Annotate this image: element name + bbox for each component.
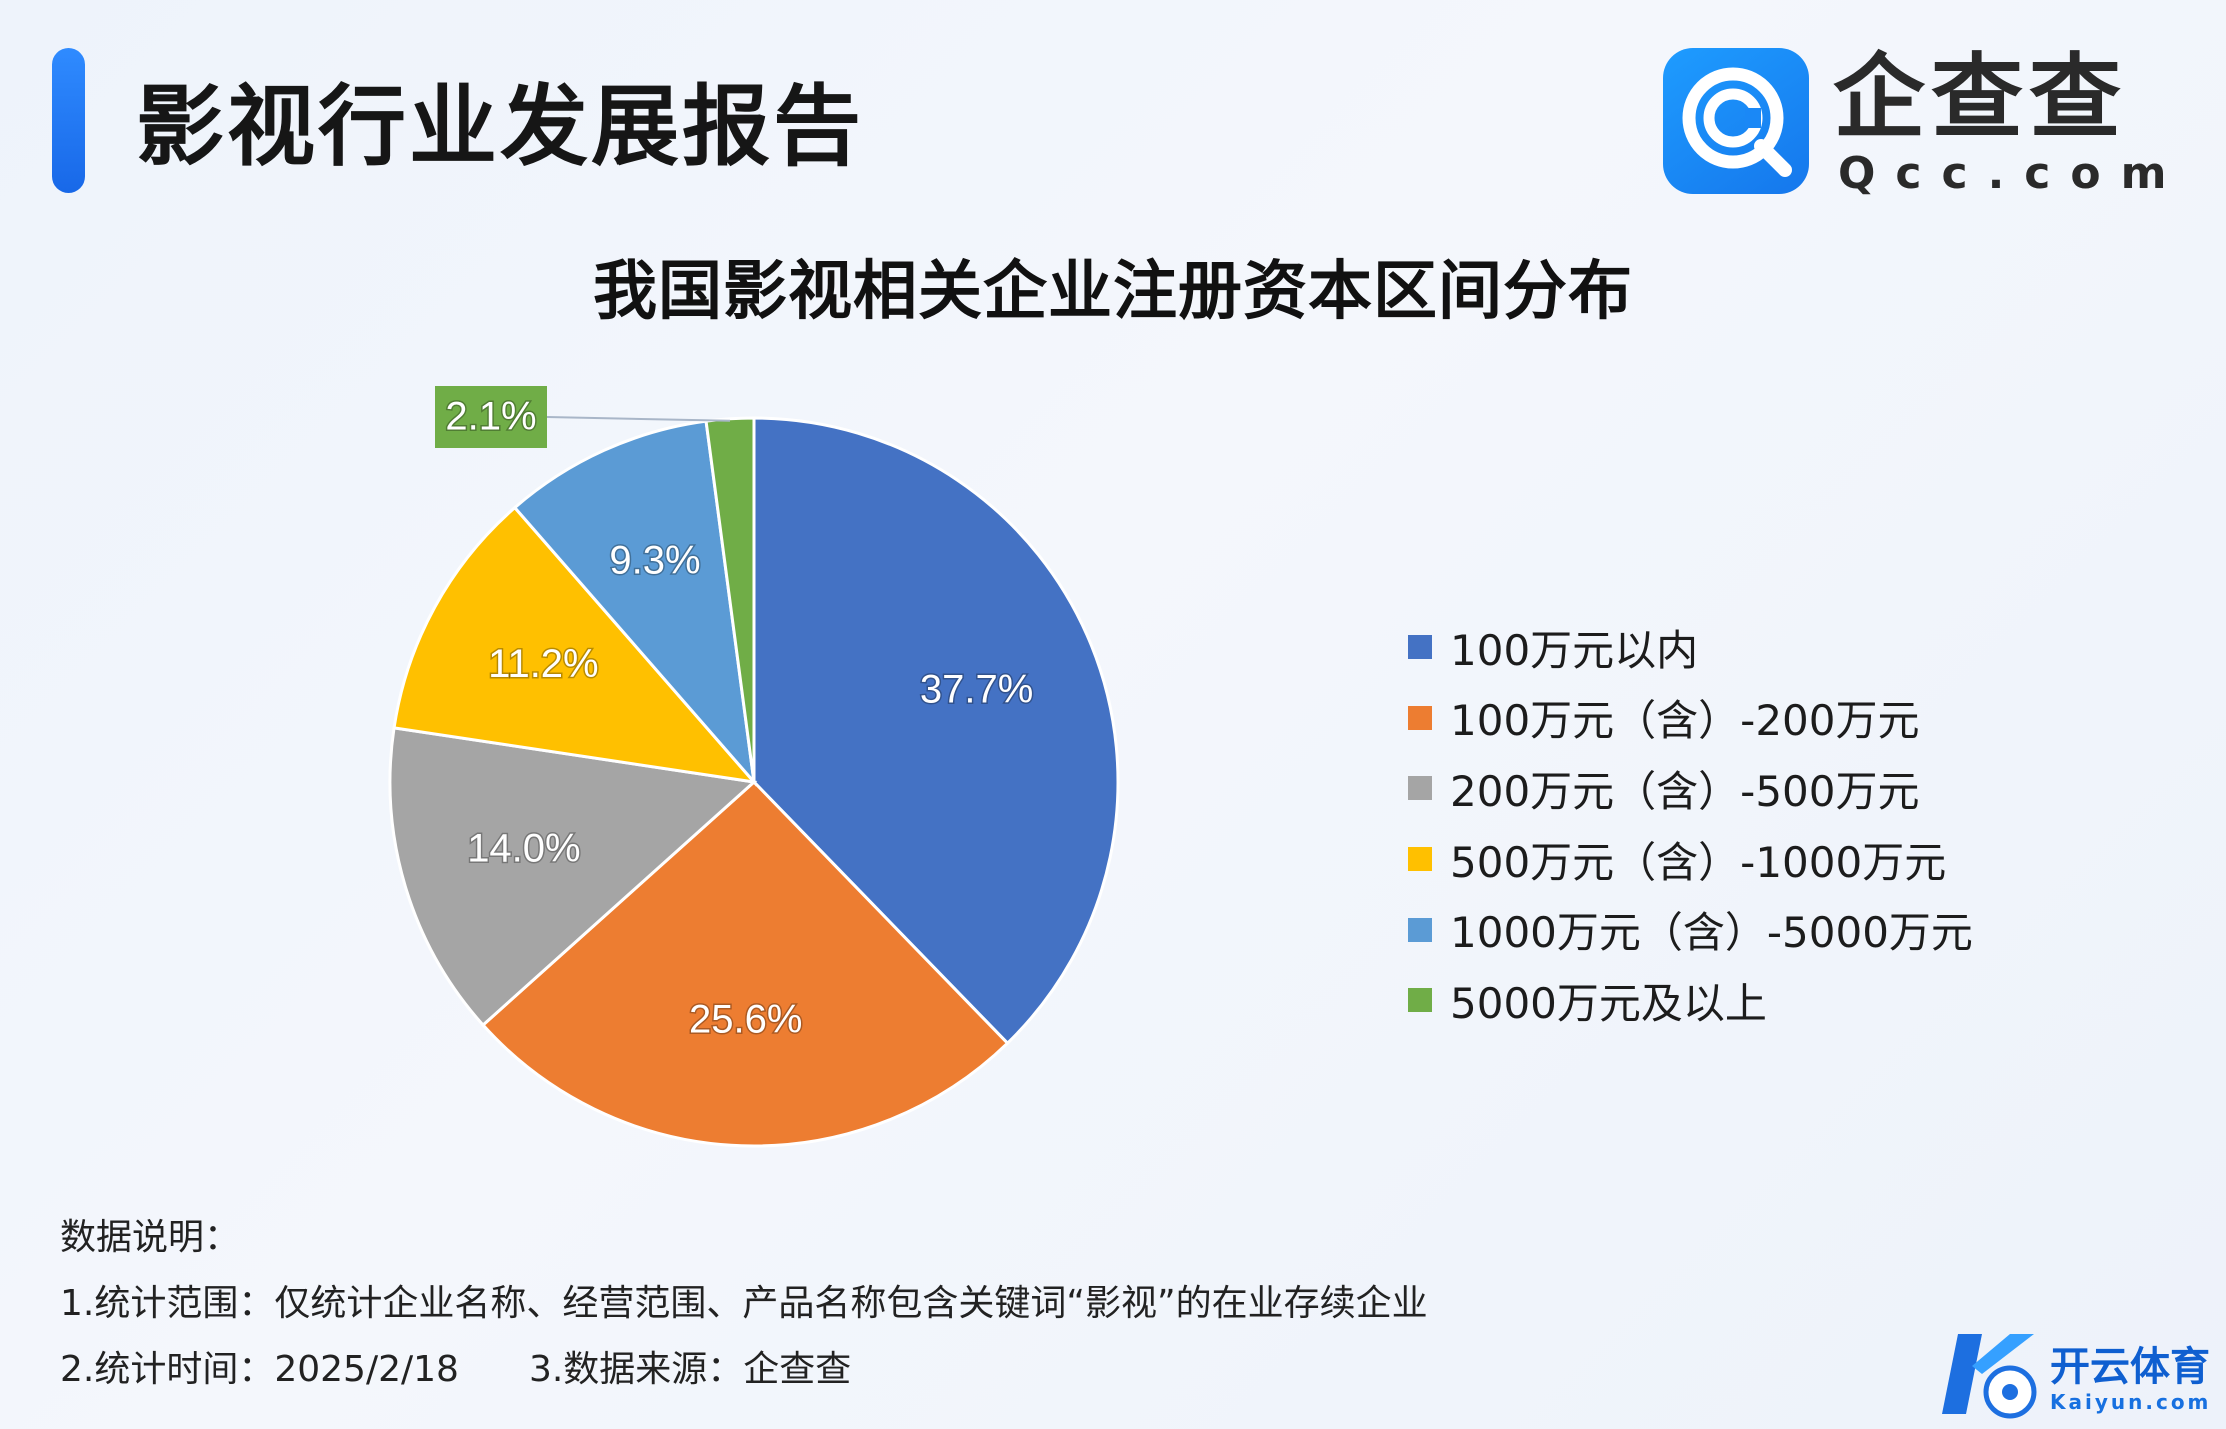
qcc-logo: 企查查 Qcc.com (1663, 44, 2166, 197)
pie-slice (512, 419, 757, 787)
legend-swatch (1408, 917, 1432, 942)
legend-item: 500万元（含）-1000万元 (1408, 824, 1973, 895)
legend-swatch (1408, 847, 1432, 872)
pie-slice-label: 14.0% (467, 826, 580, 870)
legend-label: 100万元以内 (1450, 625, 1699, 675)
pie-slice-label: 9.3% (609, 539, 700, 583)
legend-label: 500万元（含）-1000万元 (1450, 837, 1947, 887)
pie-slice-label: 25.6% (689, 998, 802, 1042)
legend-item: 5000万元及以上 (1408, 965, 1973, 1036)
pie-slice-label: 2.1% (445, 395, 536, 439)
pie-slice (388, 726, 758, 1028)
notes-heading: 数据说明： (60, 1217, 241, 1258)
legend-item: 1000万元（含）-5000万元 (1408, 894, 1973, 965)
notes-time: 2.统计时间：2025/2/18 (60, 1349, 459, 1390)
report-title: 影视行业发展报告 (136, 75, 865, 178)
legend-item: 200万元（含）-500万元 (1408, 753, 1973, 824)
legend-item: 100万元（含）-200万元 (1408, 683, 1973, 754)
legend-label: 100万元（含）-200万元 (1450, 696, 1920, 746)
callout-box (435, 386, 547, 448)
qcc-magnifier-icon (1663, 48, 1809, 194)
notes-time-source: 2.统计时间：2025/2/18 3.数据来源：企查查 (60, 1342, 1428, 1408)
legend-swatch (1408, 705, 1432, 730)
legend-swatch (1408, 776, 1432, 801)
chart-title: 我国影视相关企业注册资本区间分布 (593, 255, 1633, 329)
notes-scope: 1.统计范围：仅统计企业名称、经营范围、产品名称包含关键词“影视”的在业存续企业 (60, 1283, 1428, 1324)
pie-slice-label: 37.7% (920, 667, 1033, 711)
notes-source: 3.数据来源：企查查 (528, 1349, 852, 1390)
data-notes: 数据说明： 1.统计范围：仅统计企业名称、经营范围、产品名称包含关键词“影视”的… (60, 1210, 1428, 1408)
qcc-logo-domain: Qcc.com (1838, 148, 2187, 199)
legend-item: 100万元以内 (1408, 612, 1973, 683)
kaiyun-watermark-domain: Kaiyun.com (2050, 1390, 2212, 1414)
kaiyun-watermark: 开云体育 Kaiyun.com (1938, 1326, 2212, 1422)
legend-label: 1000万元（含）-5000万元 (1450, 908, 1973, 958)
pie-slice (392, 505, 758, 785)
title-accent-bar (52, 48, 85, 193)
legend-label: 200万元（含）-500万元 (1450, 766, 1920, 816)
kaiyun-watermark-name: 开云体育 (2050, 1344, 2210, 1390)
pie-slice (752, 416, 1120, 1046)
pie-slice-label: 11.2% (488, 642, 598, 686)
kaiyun-k-ball-icon (1942, 1334, 2037, 1419)
chart-legend: 100万元以内 100万元（含）-200万元 200万元（含）-500万元 500万元… (1408, 612, 1973, 1036)
legend-swatch (1408, 635, 1432, 660)
callout-leader-line (546, 416, 731, 422)
legend-label: 5000万元及以上 (1450, 978, 1767, 1028)
qcc-logo-name: 企查查 (1833, 44, 2128, 151)
pie-slice (480, 779, 1010, 1148)
legend-swatch (1408, 988, 1432, 1013)
